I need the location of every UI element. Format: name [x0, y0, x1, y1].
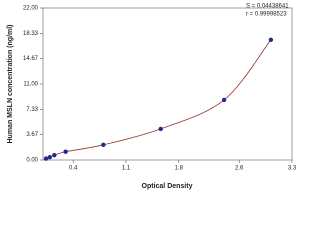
annotation: S = 0.04438641 [246, 4, 289, 10]
chart: Optical Density Human MSLN concentration… [7, 4, 297, 190]
data-point [52, 152, 57, 158]
y-tick-label: 18.33 [23, 31, 39, 37]
plot-frame [42, 7, 293, 161]
annotation: r = 0.99998523 [246, 12, 287, 18]
x-axis-label: Optical Density [142, 183, 193, 190]
y-tick-label: 0.00 [26, 158, 38, 164]
y-tick-label: 11.00 [23, 82, 38, 88]
y-tick-label: 7.33 [26, 107, 38, 113]
x-tick-label: 3.3 [288, 166, 297, 172]
data-point [47, 155, 52, 160]
x-tick-label: 0.4 [69, 166, 78, 172]
data-point [268, 37, 274, 42]
data-point [221, 97, 227, 103]
data-point [158, 126, 163, 132]
x-tick-label: 1.8 [175, 166, 184, 172]
y-tick-label: 3.67 [26, 132, 38, 138]
y-tick-label: 14.67 [23, 56, 39, 62]
x-tick-label: 1.1 [122, 166, 131, 172]
data-point [63, 149, 68, 154]
x-tick-label: 2.6 [235, 166, 244, 172]
y-tick-label: 22.00 [23, 6, 39, 12]
data-point [43, 156, 49, 161]
data-point [101, 142, 106, 147]
y-axis-label: Human MSLN concentration (ng/ml) [7, 25, 14, 144]
